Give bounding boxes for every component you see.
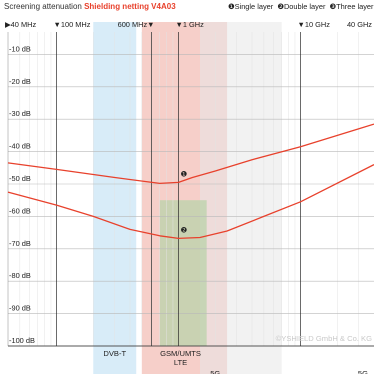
y-tick-label: -40 dB	[9, 142, 31, 151]
x-tick-label: ▼10 GHz	[298, 20, 331, 29]
legend-item-double: ❷Double layer	[277, 2, 326, 11]
x-tick-label: ▶40 MHz	[5, 20, 36, 29]
x-tick-label: ▼100 MHz	[54, 20, 91, 29]
y-tick-label: -10 dB	[9, 44, 31, 53]
band-gsm-overlap	[159, 200, 207, 346]
title-label: Screening attenuation	[4, 2, 82, 11]
copyright-text: ©YSHIELD GmbH & Co. KG	[276, 334, 372, 343]
y-tick-label: -90 dB	[9, 304, 31, 313]
y-tick-label: -50 dB	[9, 174, 31, 183]
legend: ❶Single layer ❷Double layer ❸Three layer	[228, 2, 374, 11]
x-tick-label: 600 MHz▼	[118, 20, 155, 29]
y-tick-label: -70 dB	[9, 239, 31, 248]
series-line-1	[7, 123, 374, 185]
y-tick-label: -80 dB	[9, 271, 31, 280]
y-tick-label: -30 dB	[9, 109, 31, 118]
series-marker-2: ❷	[181, 225, 188, 234]
y-tick-label: -100 dB	[9, 336, 35, 345]
chart-title: Screening attenuation Shielding netting …	[4, 2, 176, 11]
band-5g	[200, 22, 282, 374]
band-label-5g-right: 5G	[358, 369, 368, 374]
band-label-gsm-umts: GSM/UMTS	[160, 349, 201, 358]
series-line-2	[7, 164, 374, 240]
product-name: Shielding netting V4A03	[84, 2, 176, 11]
band-label-lte: LTE	[174, 358, 187, 367]
y-tick-label: -60 dB	[9, 206, 31, 215]
x-tick-label: 40 GHz	[347, 20, 372, 29]
y-tick-label: -20 dB	[9, 77, 31, 86]
legend-item-three: ❸Three layer	[329, 2, 374, 11]
series-marker-1: ❶	[181, 169, 188, 178]
x-tick-label: ▼1 GHz	[176, 20, 205, 29]
band-label-5g: 5G	[210, 369, 220, 374]
band-label-dvb-t: DVB-T	[103, 349, 126, 358]
legend-item-single: ❶Single layer	[228, 2, 274, 11]
